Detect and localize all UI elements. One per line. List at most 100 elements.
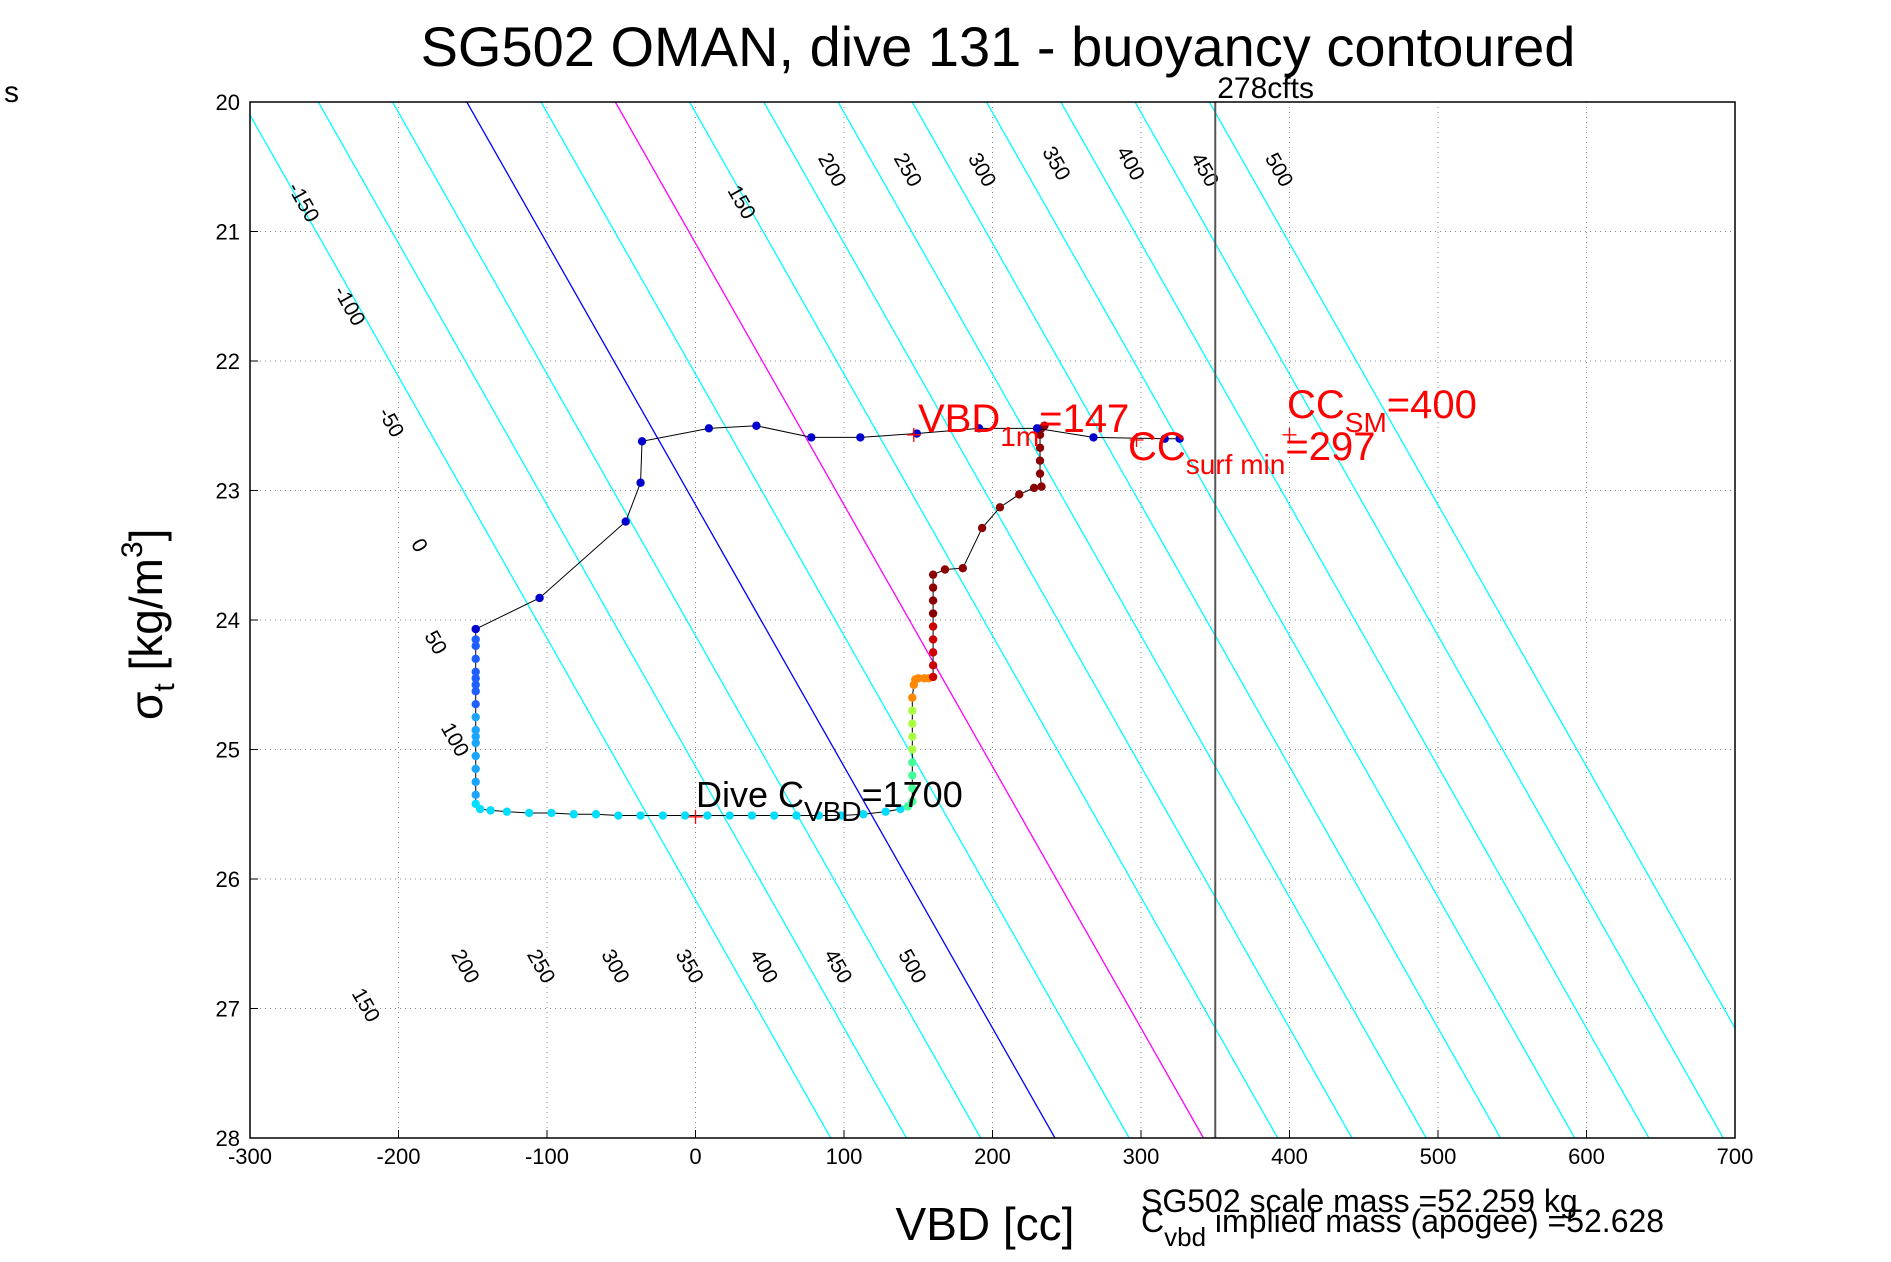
descent-point — [471, 777, 480, 787]
contour-label: 500 — [1260, 149, 1297, 191]
contour-label: 250 — [522, 946, 559, 988]
ascent-point — [621, 517, 630, 526]
ascent-point — [1089, 433, 1098, 442]
contour-label: 350 — [671, 946, 708, 988]
contour-label: -100 — [329, 282, 370, 330]
descent-point — [928, 596, 938, 605]
y-tick-label: 24 — [216, 608, 240, 633]
contour-label: 400 — [1112, 143, 1149, 185]
descent-point — [995, 503, 1005, 512]
dive-cvbd-annotation: Dive CVBD=1700 — [696, 774, 963, 827]
ascent-point — [912, 429, 921, 438]
contour-label: 500 — [893, 946, 930, 988]
ascent-point — [856, 433, 865, 442]
y-tick-label: 23 — [216, 479, 240, 504]
contour-lines — [250, 102, 1735, 1138]
descent-point — [471, 635, 480, 644]
contour-label: 450 — [819, 946, 856, 988]
contour-label: 300 — [596, 946, 633, 988]
y-axis-label: σt [kg/m3] — [116, 529, 181, 720]
contour-line — [1134, 102, 1724, 1138]
descent-point — [591, 810, 601, 819]
descent-point — [908, 784, 917, 793]
descent-point — [896, 804, 905, 814]
y-tick-label: 26 — [216, 867, 240, 892]
y-tick-label: 22 — [216, 349, 240, 374]
contour-label: 400 — [745, 946, 782, 988]
descent-point — [471, 712, 480, 722]
descent-point — [908, 693, 917, 702]
x-tick-label: 0 — [689, 1144, 701, 1169]
descent-point — [914, 674, 923, 683]
descent-point — [928, 648, 938, 657]
descent-point — [928, 583, 938, 592]
vertical-line-label: 278cfts — [1217, 72, 1314, 105]
descent-point — [703, 811, 712, 820]
contour-line — [837, 102, 1427, 1138]
descent-point — [471, 738, 480, 748]
descent-point — [524, 808, 534, 818]
descent-point — [471, 699, 480, 709]
ascent-line — [475, 425, 1180, 630]
descent-point — [475, 804, 485, 814]
scale-mass-annotation: SG502 scale mass =52.259 kg — [1141, 1183, 1578, 1219]
descent-point — [836, 811, 846, 820]
contour-line — [911, 102, 1501, 1138]
descent-point — [471, 764, 480, 774]
ascent-point — [636, 478, 645, 487]
descent-point — [1035, 456, 1045, 465]
contour-label: 150 — [347, 984, 384, 1026]
descent-point — [908, 797, 917, 806]
x-tick-label: 100 — [826, 1144, 863, 1169]
descent-point — [928, 672, 938, 682]
x-tick-label: -100 — [525, 1144, 569, 1169]
contour-label: 450 — [1186, 149, 1223, 191]
descent-point — [502, 807, 512, 816]
contour-label: -150 — [283, 178, 324, 226]
dive-series — [471, 421, 1184, 820]
descent-point — [569, 810, 578, 819]
red-markers — [688, 427, 1297, 824]
cc-sm-annotation: CCSM=400 — [1287, 383, 1477, 438]
ascent-point — [1175, 434, 1184, 443]
contour-line — [250, 113, 832, 1138]
contour-label: 250 — [889, 149, 926, 191]
descent-point — [908, 771, 917, 780]
descent-point — [928, 635, 938, 644]
cc-surf-min-annotation: CCsurf min=297 — [1128, 425, 1375, 480]
contour-line — [1208, 102, 1735, 1030]
descent-point — [1035, 443, 1045, 452]
svg-text:σt [kg/m3]: σt [kg/m3] — [116, 529, 181, 720]
x-tick-label: 300 — [1123, 1144, 1160, 1169]
ascent-point — [807, 433, 816, 442]
contour-label: 50 — [420, 627, 452, 659]
descent-point — [814, 811, 823, 820]
x-tick-label: 200 — [974, 1144, 1011, 1169]
x-tick-label: 600 — [1568, 1144, 1605, 1169]
descent-point — [1040, 421, 1049, 430]
descent-point — [680, 811, 690, 820]
ascent-point — [1160, 434, 1169, 443]
descent-point — [908, 745, 917, 754]
descent-point — [792, 811, 801, 820]
contour-line — [466, 102, 1056, 1138]
plus-marker — [1129, 432, 1144, 447]
contour-line — [391, 102, 982, 1138]
y-tick-label: 27 — [216, 997, 240, 1022]
descent-point — [908, 758, 917, 767]
descent-point — [1035, 469, 1045, 478]
descent-point — [471, 680, 480, 689]
ascent-point — [471, 624, 480, 634]
descent-point — [928, 622, 938, 631]
x-tick-label: 500 — [1420, 1144, 1457, 1169]
y-tick-label: 21 — [216, 220, 240, 245]
contour-label: 0 — [406, 535, 432, 557]
descent-point — [1029, 483, 1039, 493]
implied-mass-annotation: Cvbd implied mass (apogee) =52.628 — [1141, 1203, 1664, 1252]
x-tick-label: -200 — [376, 1144, 420, 1169]
descent-point — [547, 808, 556, 818]
x-axis-ticks: -300 -200 -100 0 100 200 300 400 500 600 700 — [228, 1130, 1753, 1169]
descent-point — [977, 523, 987, 533]
descent-point — [928, 570, 938, 579]
descent-point — [471, 725, 480, 735]
